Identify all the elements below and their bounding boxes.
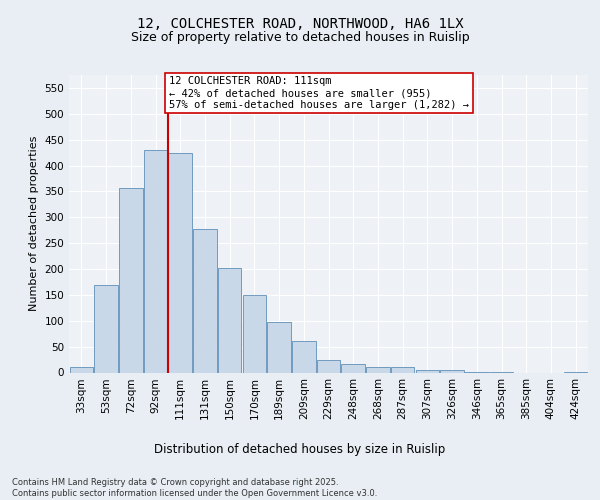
Bar — [119, 188, 143, 372]
Bar — [391, 368, 415, 372]
Bar — [292, 342, 316, 372]
Bar — [144, 150, 167, 372]
Text: Distribution of detached houses by size in Ruislip: Distribution of detached houses by size … — [154, 442, 446, 456]
Bar — [218, 268, 241, 372]
Bar — [268, 322, 291, 372]
Bar — [70, 368, 93, 372]
Bar — [242, 296, 266, 372]
Text: 12 COLCHESTER ROAD: 111sqm
← 42% of detached houses are smaller (955)
57% of sem: 12 COLCHESTER ROAD: 111sqm ← 42% of deta… — [169, 76, 469, 110]
Text: 12, COLCHESTER ROAD, NORTHWOOD, HA6 1LX: 12, COLCHESTER ROAD, NORTHWOOD, HA6 1LX — [137, 18, 463, 32]
Bar — [193, 229, 217, 372]
Text: Size of property relative to detached houses in Ruislip: Size of property relative to detached ho… — [131, 31, 469, 44]
Bar — [440, 370, 464, 372]
Bar — [416, 370, 439, 372]
Y-axis label: Number of detached properties: Number of detached properties — [29, 136, 39, 312]
Bar — [341, 364, 365, 372]
Bar — [169, 152, 192, 372]
Text: Contains HM Land Registry data © Crown copyright and database right 2025.
Contai: Contains HM Land Registry data © Crown c… — [12, 478, 377, 498]
Bar — [317, 360, 340, 372]
Bar — [366, 368, 389, 372]
Bar — [94, 284, 118, 372]
